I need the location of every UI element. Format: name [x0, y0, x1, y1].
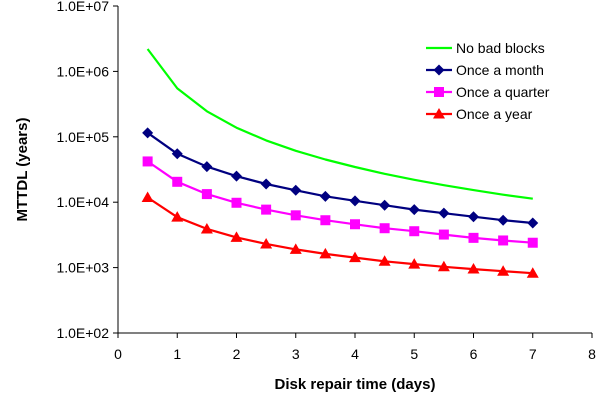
- x-tick-label: 7: [529, 346, 537, 362]
- y-tick-label: 1.0E+03: [56, 260, 109, 276]
- y-tick-label: 1.0E+06: [56, 63, 109, 79]
- data-point-once-a-year: [437, 260, 450, 272]
- data-point-once-a-year: [497, 265, 510, 276]
- data-point-once-a-quarter: [172, 176, 183, 187]
- x-tick-label: 8: [588, 346, 596, 362]
- x-tick-label: 4: [351, 346, 359, 362]
- x-tick-label: 1: [173, 346, 181, 362]
- data-point-once-a-quarter: [231, 197, 242, 208]
- data-point-once-a-quarter: [201, 189, 212, 200]
- x-tick-label: 0: [114, 346, 122, 362]
- data-point-once-a-month: [497, 214, 509, 226]
- legend-item-no-bad-blocks: No bad blocks: [426, 40, 545, 56]
- legend-label-once-a-quarter: Once a quarter: [456, 84, 550, 100]
- series-once-a-month: [142, 127, 539, 229]
- x-axis-title: Disk repair time (days): [275, 376, 436, 393]
- data-point-once-a-year: [526, 267, 539, 278]
- legend: No bad blocks Once a month Once a quarter O…: [426, 40, 550, 122]
- data-point-once-a-quarter: [527, 237, 538, 248]
- x-tick-label: 5: [410, 346, 418, 362]
- data-point-once-a-year: [289, 243, 302, 254]
- data-point-once-a-month: [171, 148, 183, 160]
- data-point-once-a-month: [142, 127, 154, 139]
- data-point-once-a-month: [290, 184, 302, 196]
- data-point-once-a-month: [231, 170, 242, 182]
- data-point-once-a-quarter: [438, 229, 449, 240]
- data-point-once-a-month: [201, 161, 213, 173]
- legend-marker-once-a-year: [433, 108, 445, 119]
- data-point-once-a-year: [260, 237, 273, 249]
- data-point-once-a-month: [349, 195, 361, 207]
- series-layer: [141, 48, 539, 278]
- y-tick-label: 1.0E+02: [56, 325, 109, 341]
- series-line-no-bad-blocks: [146, 48, 533, 200]
- data-point-once-a-year: [349, 251, 361, 263]
- data-point-once-a-month: [379, 199, 391, 211]
- legend-marker-once-a-month: [433, 64, 445, 76]
- data-point-once-a-quarter: [409, 226, 420, 237]
- legend-label-once-a-month: Once a month: [456, 62, 544, 78]
- data-point-once-a-month: [408, 204, 420, 216]
- series-once-a-year: [141, 191, 539, 278]
- data-point-once-a-year: [171, 211, 184, 222]
- data-point-once-a-quarter: [379, 223, 390, 234]
- data-point-once-a-year: [378, 255, 391, 266]
- data-point-once-a-year: [200, 222, 213, 234]
- y-tick-label: 1.0E+05: [56, 129, 109, 145]
- legend-marker-once-a-quarter: [434, 87, 444, 97]
- data-point-once-a-quarter: [350, 219, 360, 230]
- data-point-once-a-year: [319, 247, 332, 259]
- y-tick-label: 1.0E+04: [56, 194, 109, 210]
- data-point-once-a-quarter: [261, 204, 272, 215]
- series-line-once-a-year: [146, 196, 533, 275]
- data-point-once-a-month: [260, 178, 272, 190]
- legend-item-once-a-quarter: Once a quarter: [426, 84, 550, 100]
- data-point-once-a-year: [230, 231, 243, 242]
- x-tick-label: 6: [470, 346, 478, 362]
- legend-label-once-a-year: Once a year: [456, 106, 533, 122]
- axes: 0 1 2 3 4 5 6 7 8 1.0E+02 1.0E+03 1.0E+04 1.0E+05 1.0…: [56, 0, 596, 362]
- data-point-once-a-quarter: [320, 215, 331, 226]
- data-point-once-a-month: [438, 207, 450, 219]
- data-point-once-a-year: [141, 191, 154, 202]
- legend-label-no-bad-blocks: No bad blocks: [456, 40, 545, 56]
- x-tick-label: 2: [233, 346, 241, 362]
- data-point-once-a-year: [408, 258, 421, 269]
- data-point-once-a-quarter: [498, 235, 509, 246]
- data-point-once-a-quarter: [468, 232, 479, 243]
- x-tick-label: 3: [292, 346, 300, 362]
- y-tick-label: 1.0E+07: [56, 0, 109, 14]
- series-no-bad-blocks: [146, 48, 533, 200]
- data-point-once-a-month: [468, 211, 479, 223]
- y-axis-title: MTTDL (years): [14, 118, 31, 222]
- legend-item-once-a-month: Once a month: [426, 62, 544, 78]
- series-line-once-a-month: [146, 131, 533, 225]
- series-once-a-quarter: [142, 156, 538, 248]
- legend-item-once-a-year: Once a year: [426, 106, 533, 122]
- data-point-once-a-year: [467, 263, 480, 274]
- data-point-once-a-quarter: [142, 156, 153, 167]
- data-point-once-a-quarter: [290, 210, 301, 221]
- data-point-once-a-month: [319, 190, 331, 202]
- data-point-once-a-month: [527, 217, 539, 229]
